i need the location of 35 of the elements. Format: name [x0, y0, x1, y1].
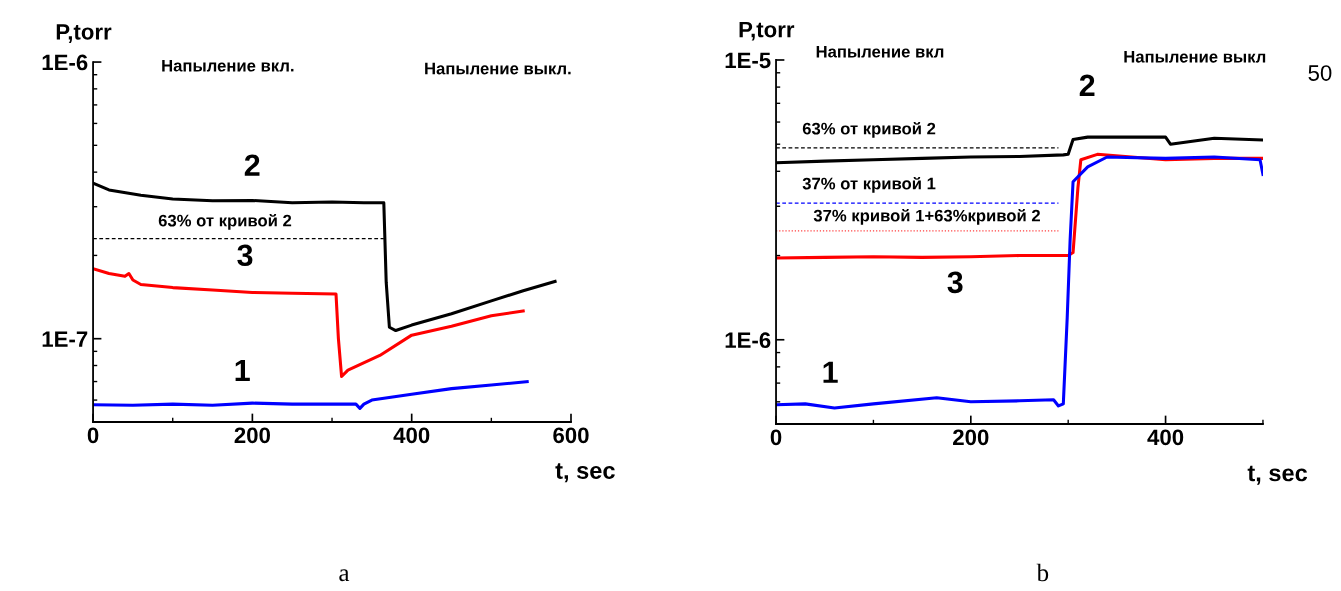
- x-tick-label: 0: [87, 427, 99, 444]
- annotation: Напыление вкл.: [162, 59, 294, 72]
- text: Напыление вкл: [816, 45, 944, 58]
- x-tick-label: 200: [953, 429, 989, 446]
- annotation: 63% от кривой 2: [802, 121, 936, 138]
- x-tick-label: 600: [553, 427, 589, 444]
- y-axis-title: P,torr: [739, 21, 795, 41]
- x-tick-label: 400: [1147, 429, 1184, 446]
- annotation: 37% от кривой 1: [802, 176, 936, 193]
- y-tick-label: 1E-6: [42, 54, 88, 71]
- y-tick-label: 1E-5: [725, 52, 771, 69]
- annotation: 3: [237, 244, 253, 267]
- annotation: Напыление выкл.: [425, 62, 571, 75]
- y-axis-title: P,torr: [56, 24, 112, 43]
- line-series: [93, 380, 529, 410]
- y-tick-label: 1E-6: [725, 332, 771, 349]
- line-series: [93, 267, 525, 379]
- x-tick-label: 200: [234, 427, 271, 444]
- text: 50: [1308, 65, 1332, 81]
- line-series: [776, 155, 1263, 410]
- annotation: 3: [947, 271, 963, 294]
- annotation: 2: [244, 154, 260, 176]
- annotation: 1: [235, 359, 250, 381]
- annotation: Напыление выкл: [1124, 51, 1266, 63]
- x-tick-label: 0: [770, 429, 782, 446]
- annotation: 37% кривой 1+63%кривой 2: [813, 208, 1040, 225]
- annotation: 1: [823, 361, 838, 383]
- y-tick-label: 1E-7: [42, 331, 88, 347]
- x-tick-label: 400: [393, 427, 430, 444]
- annotation: 63% от кривой 2: [158, 213, 292, 230]
- x-axis-title: t, sec: [555, 463, 615, 483]
- x-axis-title: t, sec: [1247, 465, 1308, 485]
- text: a: [339, 569, 350, 582]
- annotation: 2: [1079, 74, 1095, 96]
- text: b: [1036, 563, 1049, 582]
